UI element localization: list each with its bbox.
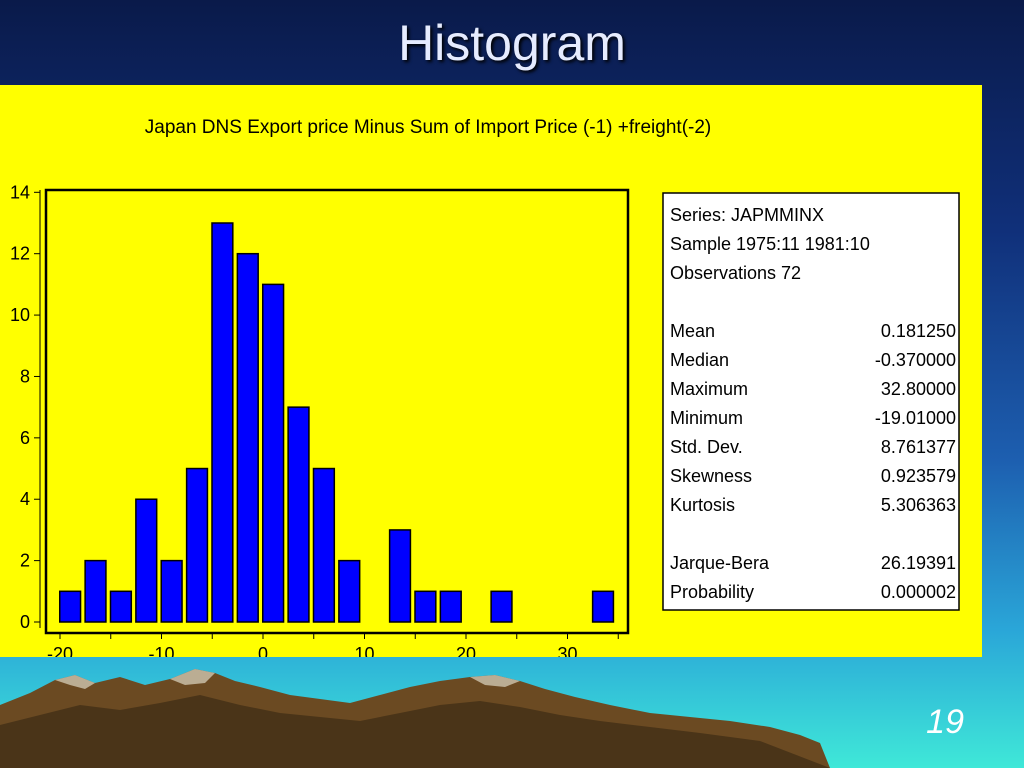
mountain-landscape — [0, 669, 830, 768]
stats-header-line: Series: JAPMMINX — [670, 205, 824, 225]
y-tick-label: 12 — [10, 244, 30, 264]
histogram-chart: Japan DNS Export price Minus Sum of Impo… — [10, 117, 960, 664]
plot-area-frame — [44, 188, 630, 635]
stats-label: Median — [670, 350, 729, 370]
y-tick-label: 2 — [20, 551, 30, 571]
stats-value: 0.923579 — [881, 466, 956, 486]
x-tick-label: 0 — [258, 644, 268, 657]
y-tick-label: 14 — [10, 182, 30, 202]
stats-header-line: Observations 72 — [670, 263, 801, 283]
stats-layer: Series: JAPMMINX Sample 1975:11 1981:10 Ob… — [670, 205, 956, 602]
y-tick-label: 4 — [20, 489, 30, 509]
histogram-bar — [439, 590, 462, 623]
y-ticks-layer: 0 2 4 6 8 10 12 14 — [10, 182, 40, 632]
histogram-bar — [160, 559, 183, 623]
histogram-bar — [84, 559, 107, 623]
stats-label: Mean — [670, 321, 715, 341]
slide-number: 19 — [926, 703, 964, 741]
y-tick-label: 10 — [10, 305, 30, 325]
stats-value: 32.80000 — [881, 379, 956, 399]
histogram-bar — [211, 222, 234, 623]
x-ticks-layer: -20 -10 0 10 20 30 — [47, 633, 619, 664]
histogram-bar — [388, 529, 412, 623]
histogram-bar — [490, 590, 513, 623]
histogram-bar — [287, 406, 310, 623]
stats-value: 5.306363 — [881, 495, 956, 515]
slide-title: Histogram — [398, 15, 626, 71]
stats-value: 8.761377 — [881, 437, 956, 457]
stats-label: Probability — [670, 582, 754, 602]
stats-value: -0.370000 — [875, 350, 956, 370]
stats-label: Jarque-Bera — [670, 553, 770, 573]
histogram-bar — [109, 590, 133, 623]
stats-header-line: Sample 1975:11 1981:10 — [670, 234, 870, 254]
y-tick-label: 0 — [20, 612, 30, 632]
chart-panel: Japan DNS Export price Minus Sum of Impo… — [0, 85, 982, 664]
stats-label: Kurtosis — [670, 495, 735, 515]
stats-value: -19.01000 — [875, 408, 956, 428]
stats-label: Std. Dev. — [670, 437, 743, 457]
stats-box — [662, 192, 960, 611]
histogram-bar — [312, 467, 336, 623]
stats-value: 26.19391 — [881, 553, 956, 573]
bars-layer — [58, 222, 615, 623]
histogram-bar — [338, 559, 361, 623]
stats-label: Maximum — [670, 379, 748, 399]
stats-label: Skewness — [670, 466, 752, 486]
histogram-bar — [236, 252, 259, 623]
stats-label: Minimum — [670, 408, 743, 428]
y-tick-label: 6 — [20, 428, 30, 448]
histogram-bar — [58, 590, 82, 623]
histogram-bar — [591, 590, 615, 623]
histogram-bar — [414, 590, 437, 623]
stats-value: 0.181250 — [881, 321, 956, 341]
mountain-shadow — [0, 695, 830, 768]
stats-value: 0.000002 — [881, 582, 956, 602]
histogram-bar — [261, 283, 285, 623]
y-tick-label: 8 — [20, 366, 30, 386]
chart-title: Japan DNS Export price Minus Sum of Impo… — [145, 117, 712, 138]
histogram-bar — [185, 467, 209, 623]
histogram-bar — [135, 498, 158, 623]
